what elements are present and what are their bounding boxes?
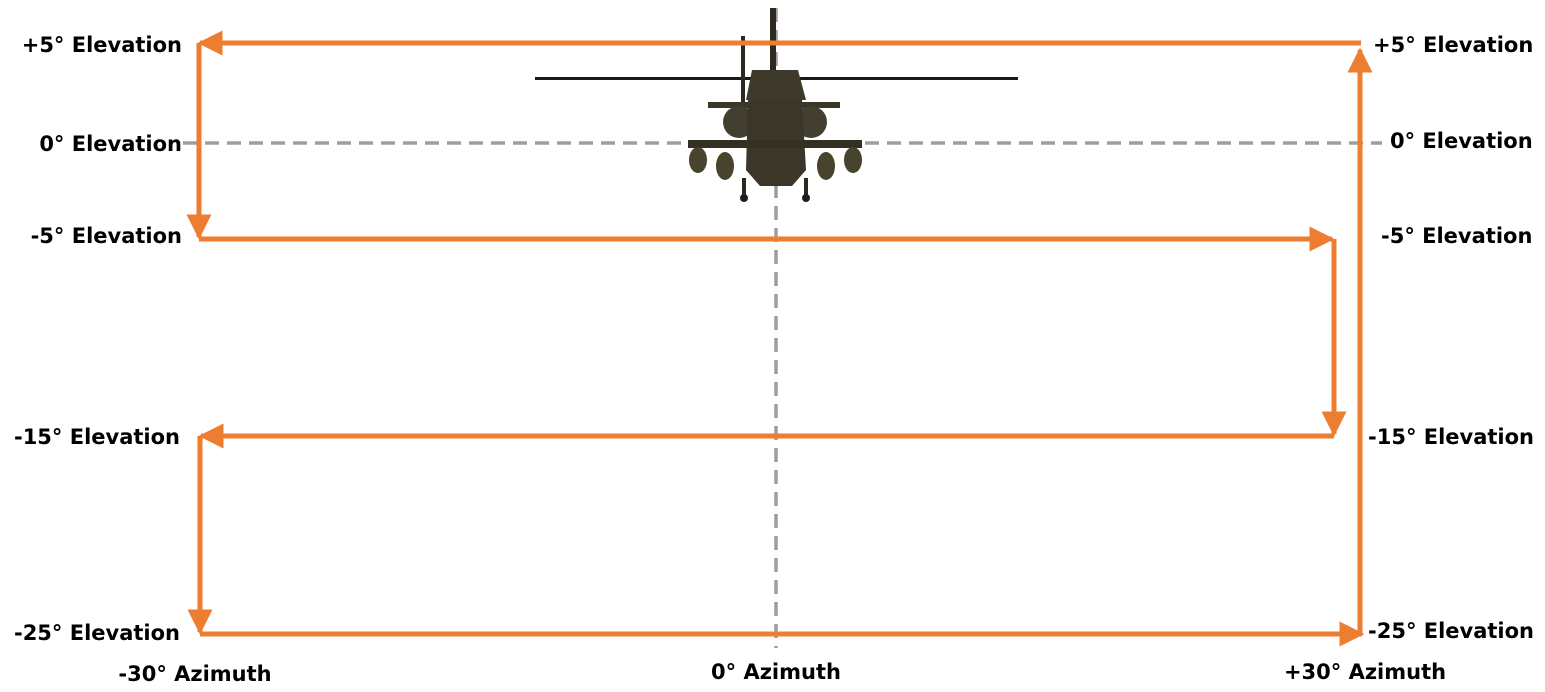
right-plus5-elevation-label: +5° Elevation [1373,33,1534,57]
left-minus5-elevation-label: -5° Elevation [30,224,182,248]
right-minus25-elevation-label: -25° Elevation [1368,619,1535,643]
left-minus15-elevation-label: -15° Elevation [13,425,180,449]
right-azimuth-label: +30° Azimuth [1283,660,1447,684]
scan-path [186,30,1373,647]
right-minus15-elevation-label: -15° Elevation [1368,425,1535,449]
left-azimuth-label: -30° Azimuth [118,662,272,686]
right-zero-elevation-label: 0° Elevation [1390,129,1533,153]
left-plus5-elevation-label: +5° Elevation [21,33,182,57]
center-azimuth-label: 0° Azimuth [711,660,841,684]
left-zero-elevation-label: 0° Elevation [39,132,182,156]
left-minus25-elevation-label: -25° Elevation [13,621,180,645]
right-minus5-elevation-label: -5° Elevation [1381,224,1533,248]
helicopter-icon [535,8,1018,202]
